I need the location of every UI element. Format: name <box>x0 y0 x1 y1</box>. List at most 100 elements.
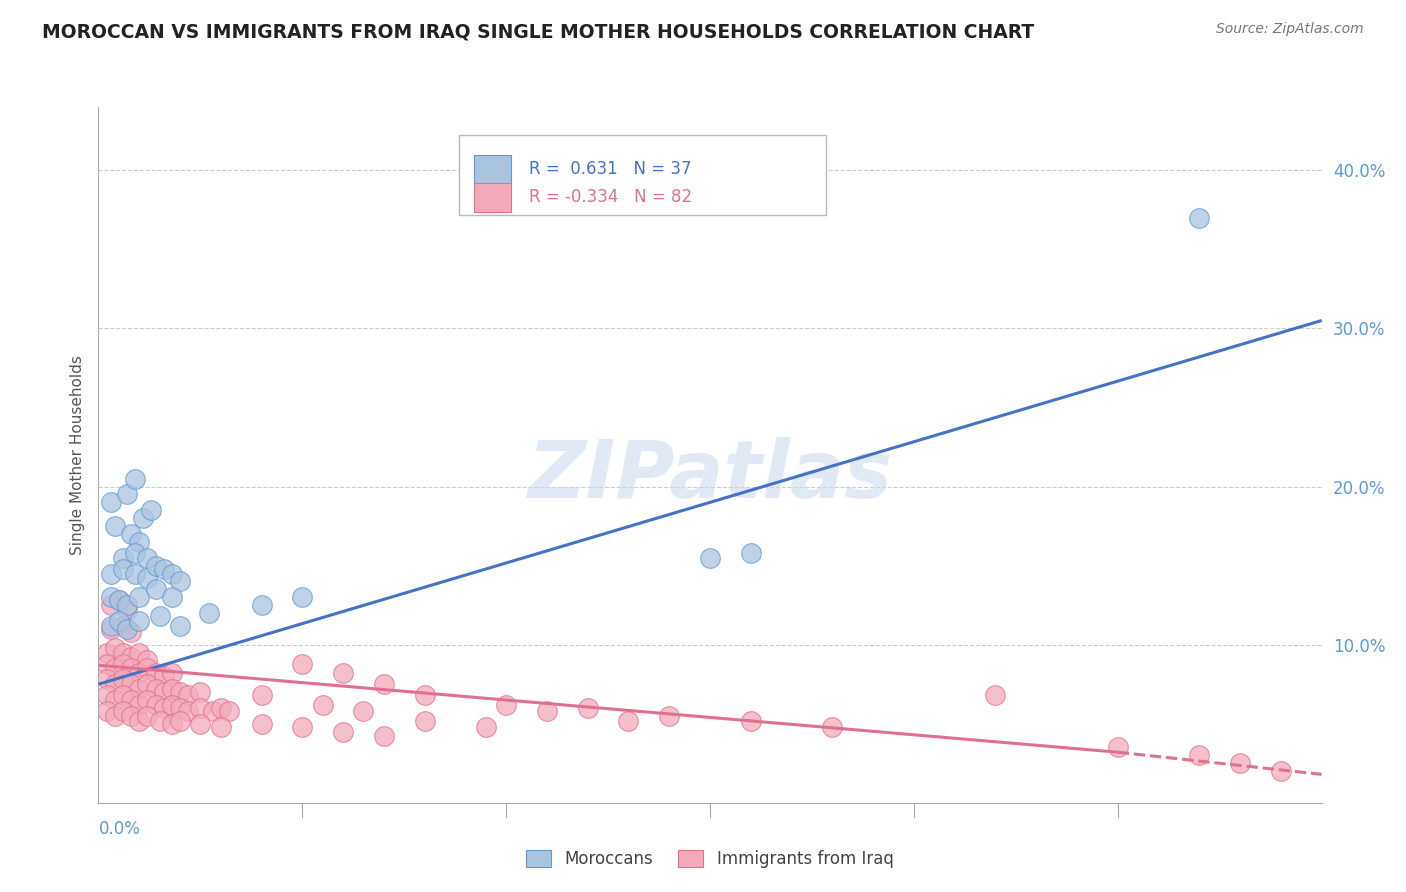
Point <box>136 708 159 723</box>
Point <box>495 698 517 712</box>
Point <box>413 688 436 702</box>
Point <box>160 566 183 581</box>
Point <box>96 704 118 718</box>
Point <box>136 653 159 667</box>
Point <box>1188 211 1211 225</box>
Point <box>145 681 167 696</box>
Point <box>104 677 127 691</box>
Point <box>128 614 150 628</box>
Point <box>169 685 191 699</box>
Point <box>373 730 395 744</box>
Point <box>291 657 314 671</box>
Point <box>149 609 172 624</box>
Point <box>120 693 142 707</box>
Point <box>104 640 127 655</box>
Point <box>152 669 174 683</box>
Point <box>188 701 212 715</box>
Point <box>120 625 142 640</box>
Point <box>128 534 150 549</box>
Point <box>188 685 212 699</box>
Point <box>160 666 183 681</box>
Point <box>136 693 159 707</box>
Point <box>332 666 354 681</box>
Point <box>111 688 134 702</box>
FancyBboxPatch shape <box>474 183 510 212</box>
Point <box>115 598 138 612</box>
Point <box>115 622 138 636</box>
Point <box>108 593 131 607</box>
Point <box>1188 748 1211 763</box>
Point <box>96 673 118 687</box>
Point <box>152 685 174 699</box>
Point <box>96 646 118 660</box>
Point <box>658 708 681 723</box>
Point <box>128 591 150 605</box>
Point <box>111 673 134 687</box>
Point <box>169 574 191 589</box>
Point <box>100 618 122 632</box>
Point <box>145 698 167 712</box>
Point <box>250 716 273 731</box>
Point <box>104 519 127 533</box>
Point <box>111 618 134 632</box>
Point <box>169 618 191 632</box>
Text: R =  0.631   N = 37: R = 0.631 N = 37 <box>529 161 692 178</box>
Point <box>177 688 200 702</box>
Point <box>96 657 118 671</box>
Point <box>312 698 335 712</box>
Point <box>124 546 146 560</box>
Point <box>821 720 844 734</box>
Point <box>169 714 191 728</box>
Text: R = -0.334   N = 82: R = -0.334 N = 82 <box>529 188 692 206</box>
Point <box>108 593 131 607</box>
Point <box>136 677 159 691</box>
Point <box>169 701 191 715</box>
Text: ZIPatlas: ZIPatlas <box>527 437 893 515</box>
Point <box>536 704 558 718</box>
Point <box>160 681 183 696</box>
Point <box>617 714 640 728</box>
Point <box>136 661 159 675</box>
Point <box>128 681 150 696</box>
Point <box>128 714 150 728</box>
Point <box>145 666 167 681</box>
Point <box>100 598 122 612</box>
Point <box>291 591 314 605</box>
Y-axis label: Single Mother Households: Single Mother Households <box>69 355 84 555</box>
Point <box>1270 764 1292 779</box>
Point <box>188 716 212 731</box>
Point <box>111 562 134 576</box>
Point <box>149 714 172 728</box>
Point <box>96 688 118 702</box>
Point <box>152 562 174 576</box>
Point <box>128 666 150 681</box>
Point <box>104 661 127 675</box>
Point <box>124 566 146 581</box>
Point <box>1107 740 1129 755</box>
Point <box>209 701 232 715</box>
Point <box>111 704 134 718</box>
Point <box>352 704 374 718</box>
Point <box>250 688 273 702</box>
Point <box>120 527 142 541</box>
Point <box>115 487 138 501</box>
Point <box>332 724 354 739</box>
Point <box>201 704 224 718</box>
Point <box>740 546 762 560</box>
Point <box>136 550 159 565</box>
Point <box>160 698 183 712</box>
Point <box>152 701 174 715</box>
Point <box>100 566 122 581</box>
Point <box>136 571 159 585</box>
Point <box>576 701 599 715</box>
Point <box>145 558 167 573</box>
Point <box>100 622 122 636</box>
Point <box>740 714 762 728</box>
Point <box>291 720 314 734</box>
Point <box>111 657 134 671</box>
Text: MOROCCAN VS IMMIGRANTS FROM IRAQ SINGLE MOTHER HOUSEHOLDS CORRELATION CHART: MOROCCAN VS IMMIGRANTS FROM IRAQ SINGLE … <box>42 22 1035 41</box>
Point <box>218 704 240 718</box>
Point <box>177 704 200 718</box>
Point <box>128 646 150 660</box>
Point <box>108 614 131 628</box>
